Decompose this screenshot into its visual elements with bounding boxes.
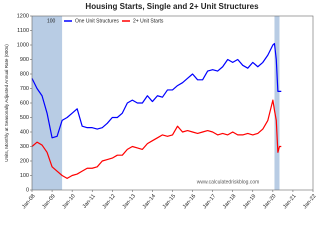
series-line	[31, 99, 282, 179]
y-axis-label: Units, Monthly at Seasonally Adjusted An…	[4, 44, 9, 162]
watermark: www.calculatedriskblog.com	[197, 179, 260, 185]
recession-band	[32, 16, 63, 190]
y-tick-label: 1100	[17, 28, 29, 34]
y-tick-label: 900	[20, 57, 29, 63]
y-tick-label: 100	[20, 173, 29, 179]
legend: 100 One Unit Structures 2+ Unit Starts	[36, 18, 164, 24]
legend-label: One Unit Structures	[75, 18, 119, 24]
y-tick-label: 400	[20, 129, 29, 135]
y-tick-label: 1000	[17, 42, 29, 48]
y-tick-label: 800	[20, 71, 29, 77]
y-tick-label: 200	[20, 158, 29, 164]
y-tick-label: 300	[20, 144, 29, 150]
chart-title: Housing Starts, Single and 2+ Unit Struc…	[85, 2, 259, 11]
series-line	[31, 42, 282, 139]
legend-label: 2+ Unit Starts	[133, 18, 164, 24]
y-tick-label: 500	[20, 115, 29, 121]
plot-frame	[31, 15, 314, 191]
y-tick-label: 0	[26, 187, 29, 193]
y-tick-label: 1200	[17, 13, 29, 19]
legend-label: 100	[47, 18, 56, 24]
legend-swatch	[36, 19, 44, 23]
y-tick-label: 700	[20, 86, 29, 92]
y-tick-label: 600	[20, 100, 29, 106]
recession-band	[274, 16, 280, 190]
chart: Housing Starts, Single and 2+ Unit Struc…	[4, 2, 318, 211]
